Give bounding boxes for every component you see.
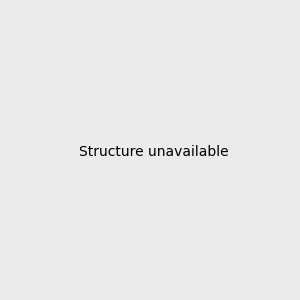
Text: Structure unavailable: Structure unavailable: [79, 145, 229, 158]
